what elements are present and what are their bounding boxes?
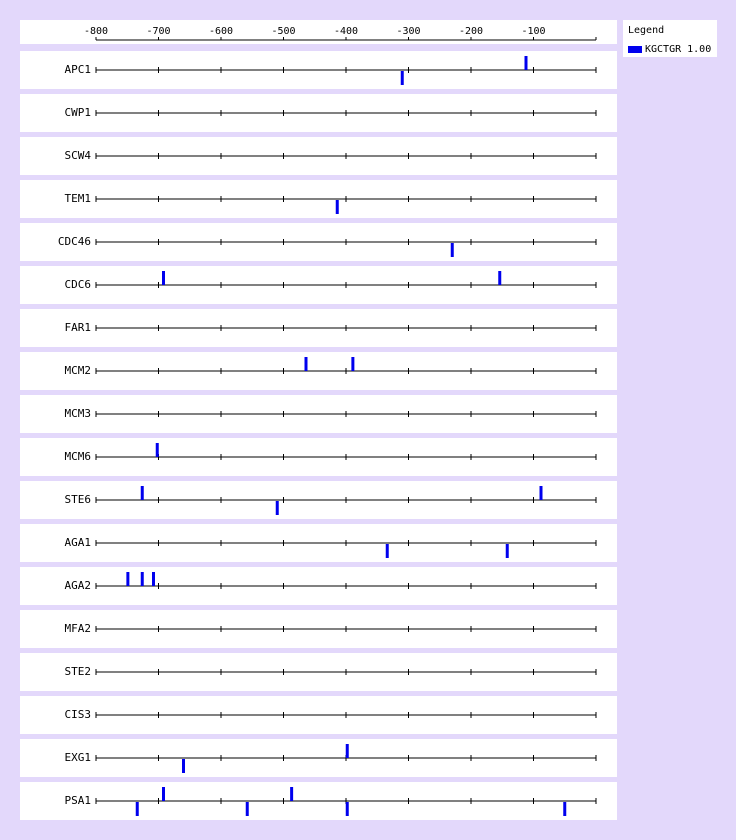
axis-tick-label: -200: [459, 26, 484, 37]
axis-tick-label: -400: [334, 26, 359, 37]
binding-site-mark: [505, 544, 509, 558]
binding-site-mark: [275, 501, 279, 515]
binding-site-mark: [304, 357, 308, 371]
gene-label: MFA2: [64, 622, 92, 635]
gene-label: STE6: [64, 493, 92, 506]
binding-site-mark: [539, 486, 543, 500]
axis-tick-label: -600: [209, 26, 234, 37]
gene-label: CIS3: [64, 708, 92, 721]
binding-site-mark: [135, 802, 139, 816]
binding-site-mark: [140, 486, 144, 500]
axis-tick-label: -100: [521, 26, 546, 37]
gene-label: EXG1: [64, 751, 92, 764]
binding-site-mark: [335, 200, 339, 214]
binding-site-mark: [450, 243, 454, 257]
binding-site-mark: [400, 71, 404, 85]
gene-label: PSA1: [64, 794, 92, 807]
binding-site-mark: [162, 271, 165, 285]
binding-site-mark: [345, 744, 349, 758]
gene-label: APC1: [64, 63, 92, 76]
binding-site-mark: [345, 802, 349, 816]
legend-swatch: [628, 46, 642, 53]
binding-site-mark: [162, 787, 165, 801]
gene-label: CDC6: [64, 278, 92, 291]
binding-site-mark: [126, 572, 130, 586]
gene-label: MCM3: [64, 407, 92, 420]
gene-label: FAR1: [64, 321, 92, 334]
gene-label: TEM1: [64, 192, 92, 205]
binding-site-mark: [155, 443, 159, 457]
binding-site-mark: [152, 572, 155, 586]
axis-tick-label: -800: [84, 26, 109, 37]
gene-label: AGA1: [64, 536, 92, 549]
legend-title: Legend: [628, 25, 665, 36]
axis-tick-label: -700: [146, 26, 171, 37]
binding-site-mark: [498, 271, 502, 285]
binding-site-mark: [140, 572, 144, 586]
legend: Legend KGCTGR 1.00: [623, 20, 717, 57]
gene-label: SCW4: [64, 149, 92, 162]
gene-label: CDC46: [57, 235, 91, 248]
gene-label: CWP1: [64, 106, 92, 119]
legend-entry-label: KGCTGR 1.00: [645, 44, 712, 55]
binding-site-mark: [351, 357, 355, 371]
axis-tick-label: -500: [271, 26, 296, 37]
binding-site-mark: [524, 56, 528, 70]
binding-site-mark: [290, 787, 294, 801]
binding-site-mark: [563, 802, 567, 816]
gene-label: AGA2: [64, 579, 92, 592]
gene-label: MCM6: [64, 450, 92, 463]
gene-label: MCM2: [64, 364, 92, 377]
binding-site-mark: [245, 802, 249, 816]
binding-site-mark: [385, 544, 389, 558]
binding-site-mark: [182, 759, 185, 773]
axis-tick-label: -300: [396, 26, 421, 37]
gene-label: STE2: [64, 665, 92, 678]
